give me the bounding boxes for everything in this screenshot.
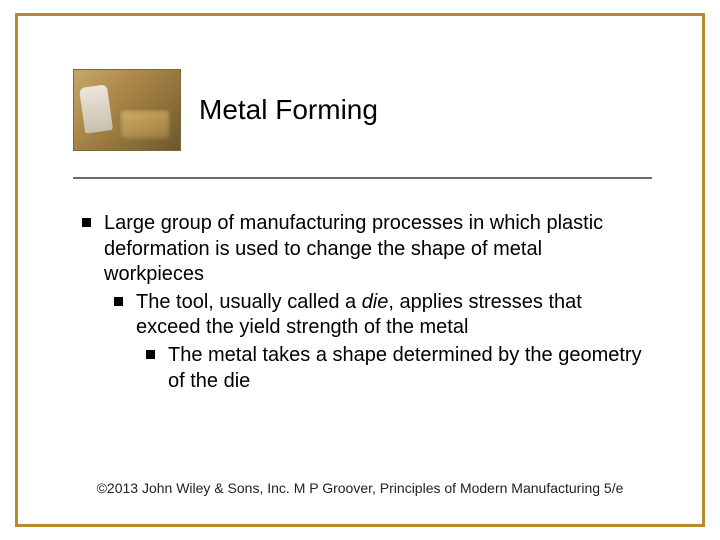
title-underline xyxy=(73,177,652,179)
copyright-footer: ©2013 John Wiley & Sons, Inc. M P Groove… xyxy=(18,480,702,496)
bullet-level2: The tool, usually called a die, applies … xyxy=(80,290,647,341)
body-content: Large group of manufacturing processes i… xyxy=(80,211,647,394)
bullet-level3: The metal takes a shape determined by th… xyxy=(80,343,647,394)
header-image xyxy=(73,69,181,151)
header: Metal Forming xyxy=(73,69,652,151)
slide-frame: Metal Forming Large group of manufacturi… xyxy=(15,13,705,527)
bullet-text-emph: die xyxy=(362,291,389,313)
bullet-text: The metal takes a shape determined by th… xyxy=(168,344,642,392)
slide-title: Metal Forming xyxy=(199,94,378,126)
bullet-text: Large group of manufacturing processes i… xyxy=(104,212,603,285)
bullet-text-pre: The tool, usually called a xyxy=(136,291,362,313)
bullet-level1: Large group of manufacturing processes i… xyxy=(80,211,647,288)
